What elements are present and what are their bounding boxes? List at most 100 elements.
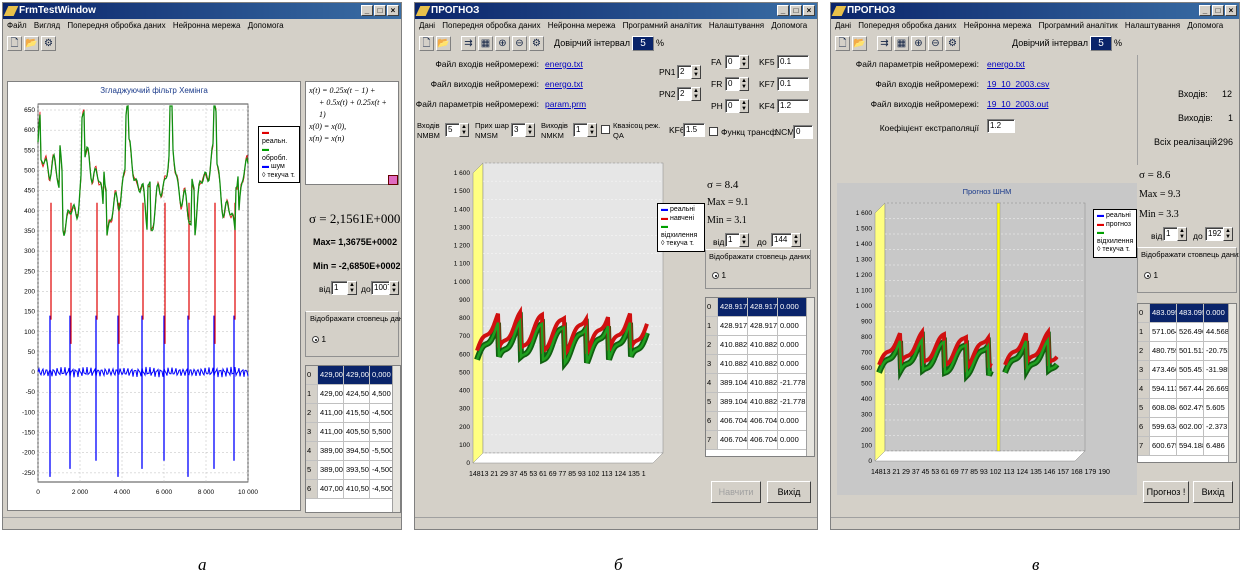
kf4-input[interactable]: 1.2 (777, 99, 809, 113)
table-row[interactable]: 1 571.064 526.496 44.568 (1138, 323, 1236, 342)
menu-item[interactable]: Програмний аналітик (622, 21, 702, 30)
range-to-spinner[interactable]: ▲ ▼ (389, 281, 399, 295)
table-row[interactable]: 1 428.917 428.917 0.000 (706, 317, 814, 336)
column-radio[interactable]: 1 (312, 334, 326, 344)
menu-item[interactable]: Дані (419, 21, 436, 30)
new-file-icon[interactable]: 🗋 (835, 35, 850, 51)
menu-item[interactable]: Попередня обробка даних (858, 21, 957, 30)
menu-item[interactable]: Нейронна мережа (172, 21, 241, 30)
open-folder-icon[interactable]: 📂 (436, 35, 451, 51)
hidden-layer-spinner[interactable]: ▲ ▼ (525, 123, 535, 137)
table-scrollbar[interactable] (392, 366, 400, 512)
minimize-button[interactable]: _ (777, 5, 789, 16)
table-row[interactable]: 3 410.882 410.882 0.000 (706, 355, 814, 374)
table-row[interactable]: 5 389.104 410.882 -21.778 (706, 393, 814, 412)
transfer-func-checkbox[interactable] (709, 127, 718, 136)
kf7-input[interactable]: 0.1 (777, 77, 809, 91)
table-scrollbar[interactable] (1228, 304, 1236, 462)
table-scrollbar[interactable] (806, 298, 814, 456)
confidence-input[interactable]: 5 (1089, 35, 1112, 51)
table-row[interactable]: 6 599.634 602.007 -2.373 (1138, 418, 1236, 437)
train-icon[interactable]: ⇉ (461, 35, 476, 51)
grid-icon[interactable]: ▦ (478, 35, 493, 51)
exit-button[interactable]: Вихід (1193, 481, 1233, 503)
exit-button[interactable]: Вихід (767, 481, 811, 503)
table-row[interactable]: 0 483.095 483.095 0.000 (1138, 304, 1236, 323)
ph-spinner[interactable]: ▲ ▼ (739, 99, 749, 113)
menu-item[interactable]: Нейронна мережа (963, 21, 1032, 30)
table-row[interactable]: 7 600.675 594.188 6.486 (1138, 437, 1236, 456)
new-file-icon[interactable]: 🗋 (7, 35, 22, 51)
open-folder-icon[interactable]: 📂 (24, 35, 39, 51)
close-button[interactable]: × (387, 5, 399, 16)
fa-spinner[interactable]: ▲ ▼ (739, 55, 749, 69)
table-row[interactable]: 4 389.104 410.882 -21.778 (706, 374, 814, 393)
confidence-input[interactable]: 5 (631, 35, 654, 51)
range-from-spinner[interactable]: ▲ ▼ (739, 233, 749, 247)
minimize-button[interactable]: _ (1199, 5, 1211, 16)
table-row[interactable]: 5 608.084 602.479 5.605 (1138, 399, 1236, 418)
menu-item[interactable]: Файл (7, 21, 27, 30)
zoom-in-icon[interactable]: ⊕ (911, 35, 926, 51)
pn2-spinner[interactable]: ▲ ▼ (691, 87, 701, 101)
range-to-spinner[interactable]: ▲ ▼ (791, 233, 801, 247)
menu-item[interactable]: Допомога (771, 21, 808, 30)
settings-icon[interactable]: ⚙ (945, 35, 960, 51)
maximize-button[interactable]: □ (374, 5, 386, 16)
column-radio[interactable]: 1 (1144, 270, 1158, 280)
range-to-spinner[interactable]: ▲ ▼ (1223, 227, 1233, 241)
pn1-spinner[interactable]: ▲ ▼ (691, 65, 701, 79)
table-row[interactable]: 7 406.704 406.704 0.000 (706, 431, 814, 450)
maximize-button[interactable]: □ (1212, 5, 1224, 16)
quasi-checkbox[interactable] (601, 125, 610, 134)
outputs-spinner[interactable]: ▲ ▼ (587, 123, 597, 137)
kf6-input[interactable]: 1.5 (683, 123, 705, 137)
input-file-link[interactable]: energo.txt (545, 59, 583, 69)
param-file-link[interactable]: energo.txt (987, 59, 1025, 69)
menu-item[interactable]: Попередня обробка даних (67, 21, 166, 30)
menu-item[interactable]: Дані (835, 21, 852, 30)
train-button[interactable]: Навчити (711, 481, 761, 503)
train-icon[interactable]: ⇉ (877, 35, 892, 51)
zoom-in-icon[interactable]: ⊕ (495, 35, 510, 51)
input-file-link[interactable]: 19_10_2003.csv (987, 79, 1050, 89)
menu-item[interactable]: Налаштування (1124, 21, 1181, 30)
range-from-spinner[interactable]: ▲ ▼ (1177, 227, 1187, 241)
export-icon[interactable] (388, 175, 398, 185)
new-file-icon[interactable]: 🗋 (419, 35, 434, 51)
menu-item[interactable]: Попередня обробка даних (442, 21, 541, 30)
close-button[interactable]: × (803, 5, 815, 16)
ncm-input[interactable]: 0 (793, 125, 813, 139)
open-folder-icon[interactable]: 📂 (852, 35, 867, 51)
zoom-out-icon[interactable]: ⊖ (512, 35, 527, 51)
range-from-spinner[interactable]: ▲ ▼ (347, 281, 357, 295)
table-row[interactable]: 3 473.466 505.451 -31.985 (1138, 361, 1236, 380)
maximize-button[interactable]: □ (790, 5, 802, 16)
fr-spinner[interactable]: ▲ ▼ (739, 77, 749, 91)
output-file-link[interactable]: 19_10_2003.out (987, 99, 1049, 109)
minimize-button[interactable]: _ (361, 5, 373, 16)
inputs-spinner[interactable]: ▲ ▼ (459, 123, 469, 137)
table-row[interactable]: 2 410.882 410.882 0.000 (706, 336, 814, 355)
menu-item[interactable]: Вигляд (33, 21, 61, 30)
param-file-link[interactable]: param.prm (545, 99, 587, 109)
grid-icon[interactable]: ▦ (894, 35, 909, 51)
menu-item[interactable]: Налаштування (708, 21, 765, 30)
table-row[interactable]: 0 428.917 428.917 0.000 (706, 298, 814, 317)
menu-item[interactable]: Допомога (247, 21, 284, 30)
table-row[interactable]: 4 594.113 567.444 26.669 (1138, 380, 1236, 399)
zoom-out-icon[interactable]: ⊖ (928, 35, 943, 51)
forecast-button[interactable]: Прогноз ! (1143, 481, 1189, 503)
coef-input[interactable]: 1.2 (987, 119, 1015, 133)
kf5-input[interactable]: 0.1 (777, 55, 809, 69)
menu-item[interactable]: Допомога (1187, 21, 1224, 30)
menu-item[interactable]: Нейронна мережа (547, 21, 616, 30)
close-button[interactable]: × (1225, 5, 1237, 16)
